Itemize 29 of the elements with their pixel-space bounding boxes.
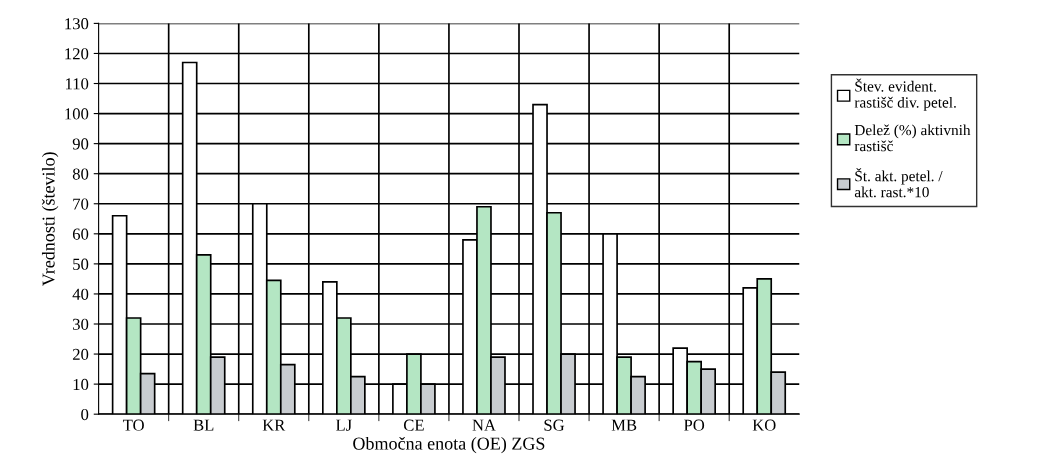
y-tick-label: 100 xyxy=(65,108,89,120)
x-tick-label: KO xyxy=(752,419,776,431)
y-tick-label: 70 xyxy=(73,198,89,210)
x-tick-label: TO xyxy=(122,419,144,431)
x-axis-title: Območna enota (OE) ZGS xyxy=(353,436,545,454)
y-tick-label: 20 xyxy=(72,348,89,361)
x-tick-label: CE xyxy=(403,419,424,431)
x-tick-label: MB xyxy=(611,419,637,431)
legend-label: Delež (%) aktivnih rastišč xyxy=(854,124,971,152)
x-tick-label: LJ xyxy=(335,419,352,431)
x-tick-label: SG xyxy=(544,419,565,431)
y-tick-label: 90 xyxy=(72,138,89,150)
y-tick-label: 50 xyxy=(73,258,89,270)
y-tick-label: 40 xyxy=(72,288,89,300)
y-tick-label: 60 xyxy=(72,228,89,240)
legend-label: Štev. evident. rastišč div. petel. xyxy=(854,78,956,111)
y-tick-label: 110 xyxy=(65,78,89,90)
legend-label: Št. akt. petel. / akt. rast.*10 xyxy=(854,168,943,198)
x-tick-label: KR xyxy=(262,419,286,431)
y-axis-title: Vrednosti (število) xyxy=(41,152,59,286)
y-tick-label: 0 xyxy=(81,408,89,421)
y-tick-label: 80 xyxy=(72,168,89,180)
y-tick-label: 120 xyxy=(65,48,89,60)
y-tick-label: 10 xyxy=(73,378,89,391)
y-tick-label: 30 xyxy=(73,318,89,330)
x-tick-label: BL xyxy=(193,419,214,431)
x-tick-label: NA xyxy=(472,419,496,431)
y-tick-label: 130 xyxy=(65,18,89,30)
x-tick-label: PO xyxy=(683,419,705,431)
